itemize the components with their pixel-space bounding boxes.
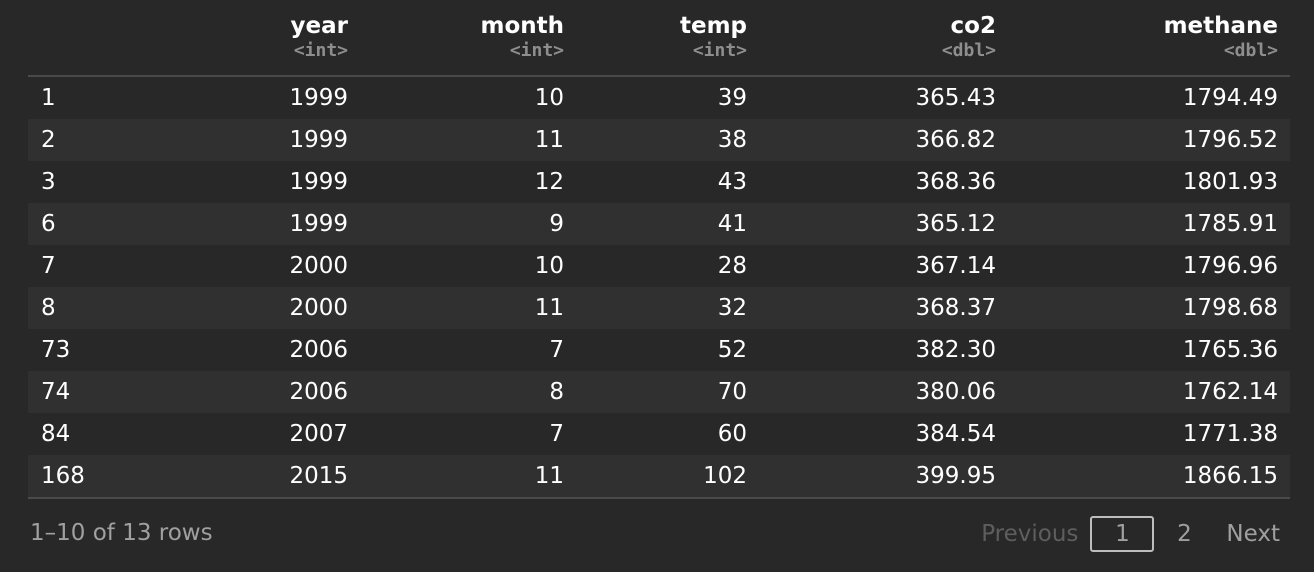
cell-row-index: 2 xyxy=(28,119,128,161)
cell-row-index: 1 xyxy=(41,85,56,111)
cell-month: 9 xyxy=(348,203,564,245)
previous-page-button[interactable]: Previous xyxy=(981,521,1079,547)
cell-row-index: 8 xyxy=(28,287,128,329)
cell-month: 12 xyxy=(534,169,564,195)
cell-methane: 1794.49 xyxy=(1182,85,1278,111)
cell-temp: 32 xyxy=(564,287,747,329)
cell-temp: 39 xyxy=(717,85,747,111)
cell-methane: 1771.38 xyxy=(1182,421,1278,447)
column-header-year[interactable]: year <int> xyxy=(128,0,348,77)
header-row: year <int> month <int> temp <int> co2 <d… xyxy=(28,0,1290,77)
column-name: methane xyxy=(1163,13,1278,39)
cell-methane: 1762.14 xyxy=(996,371,1290,413)
cell-month: 11 xyxy=(348,287,564,329)
cell-co2: 399.95 xyxy=(747,455,996,499)
column-name: year xyxy=(290,13,348,39)
cell-temp: 52 xyxy=(717,337,747,363)
cell-methane: 1796.96 xyxy=(1182,253,1278,279)
cell-temp: 41 xyxy=(564,203,747,245)
cell-row-index: 73 xyxy=(41,337,71,363)
cell-row-index: 6 xyxy=(28,203,128,245)
cell-temp: 102 xyxy=(564,455,747,499)
cell-co2: 365.43 xyxy=(915,85,996,111)
cell-month: 10 xyxy=(534,253,564,279)
cell-row-index: 3 xyxy=(41,169,56,195)
table-row: 8 2000 11 32 368.37 1798.68 xyxy=(28,287,1290,329)
table-row: 73 2006 7 52 382.30 1765.36 xyxy=(28,329,1290,371)
cell-co2: 384.54 xyxy=(915,421,996,447)
cell-year: 2007 xyxy=(289,421,348,447)
table-row: 7 2000 10 28 367.14 1796.96 xyxy=(28,245,1290,287)
page-button-1[interactable]: 1 xyxy=(1090,516,1155,552)
cell-row-index: 168 xyxy=(28,455,128,499)
cell-month: 11 xyxy=(348,455,564,499)
table-row: 6 1999 9 41 365.12 1785.91 xyxy=(28,203,1290,245)
cell-temp: 38 xyxy=(564,119,747,161)
column-name: temp xyxy=(679,13,747,39)
cell-year: 1999 xyxy=(289,169,348,195)
cell-co2: 367.14 xyxy=(915,253,996,279)
column-type: <int> xyxy=(692,40,747,61)
cell-month: 8 xyxy=(348,371,564,413)
cell-year: 1999 xyxy=(128,203,348,245)
column-type: <int> xyxy=(293,40,348,61)
column-name: month xyxy=(480,13,564,39)
cell-year: 2006 xyxy=(128,371,348,413)
column-type: <dbl> xyxy=(1223,40,1278,61)
row-count-info: 1–10 of 13 rows xyxy=(30,520,213,546)
column-header-co2[interactable]: co2 <dbl> xyxy=(747,0,996,77)
cell-year: 2000 xyxy=(128,287,348,329)
page-button-2[interactable]: 2 xyxy=(1177,521,1192,547)
column-header-temp[interactable]: temp <int> xyxy=(564,0,747,77)
cell-year: 2006 xyxy=(289,337,348,363)
cell-temp: 60 xyxy=(717,421,747,447)
cell-methane: 1866.15 xyxy=(996,455,1290,499)
cell-methane: 1796.52 xyxy=(996,119,1290,161)
table-body: 1 1999 10 39 365.43 1794.49 2 1999 11 38 366.82 179… xyxy=(28,76,1290,499)
row-index-header xyxy=(28,0,128,77)
cell-year: 1999 xyxy=(128,119,348,161)
cell-month: 7 xyxy=(549,337,564,363)
cell-temp: 28 xyxy=(717,253,747,279)
cell-row-index: 74 xyxy=(28,371,128,413)
cell-row-index: 7 xyxy=(41,253,56,279)
column-header-month[interactable]: month <int> xyxy=(348,0,564,77)
cell-co2: 365.12 xyxy=(747,203,996,245)
cell-co2: 382.30 xyxy=(915,337,996,363)
cell-year: 2015 xyxy=(128,455,348,499)
cell-methane: 1801.93 xyxy=(1182,169,1278,195)
cell-co2: 380.06 xyxy=(747,371,996,413)
cell-year: 2000 xyxy=(289,253,348,279)
column-header-methane[interactable]: methane <dbl> xyxy=(996,0,1290,77)
column-type: <int> xyxy=(509,40,564,61)
table-row: 168 2015 11 102 399.95 1866.15 xyxy=(28,455,1290,499)
table-row: 1 1999 10 39 365.43 1794.49 xyxy=(28,76,1290,119)
table-row: 2 1999 11 38 366.82 1796.52 xyxy=(28,119,1290,161)
cell-year: 1999 xyxy=(289,85,348,111)
cell-co2: 368.37 xyxy=(747,287,996,329)
cell-temp: 43 xyxy=(717,169,747,195)
data-table: year <int> month <int> temp <int> co2 <d… xyxy=(28,0,1290,499)
pagination: Previous 1 2 Next xyxy=(981,514,1290,554)
data-table-container: year <int> month <int> temp <int> co2 <d… xyxy=(28,0,1290,499)
next-page-button[interactable]: Next xyxy=(1226,521,1280,547)
cell-methane: 1798.68 xyxy=(996,287,1290,329)
cell-co2: 366.82 xyxy=(747,119,996,161)
cell-month: 10 xyxy=(534,85,564,111)
cell-temp: 70 xyxy=(564,371,747,413)
column-type: <dbl> xyxy=(941,40,996,61)
table-row: 74 2006 8 70 380.06 1762.14 xyxy=(28,371,1290,413)
column-name: co2 xyxy=(950,13,996,39)
cell-co2: 368.36 xyxy=(915,169,996,195)
table-row: 84 2007 7 60 384.54 1771.38 xyxy=(28,413,1290,455)
cell-month: 11 xyxy=(348,119,564,161)
table-footer: 1–10 of 13 rows Previous 1 2 Next xyxy=(28,514,1290,554)
table-row: 3 1999 12 43 368.36 1801.93 xyxy=(28,161,1290,203)
cell-methane: 1785.91 xyxy=(996,203,1290,245)
cell-month: 7 xyxy=(549,421,564,447)
cell-methane: 1765.36 xyxy=(1182,337,1278,363)
cell-row-index: 84 xyxy=(41,421,71,447)
